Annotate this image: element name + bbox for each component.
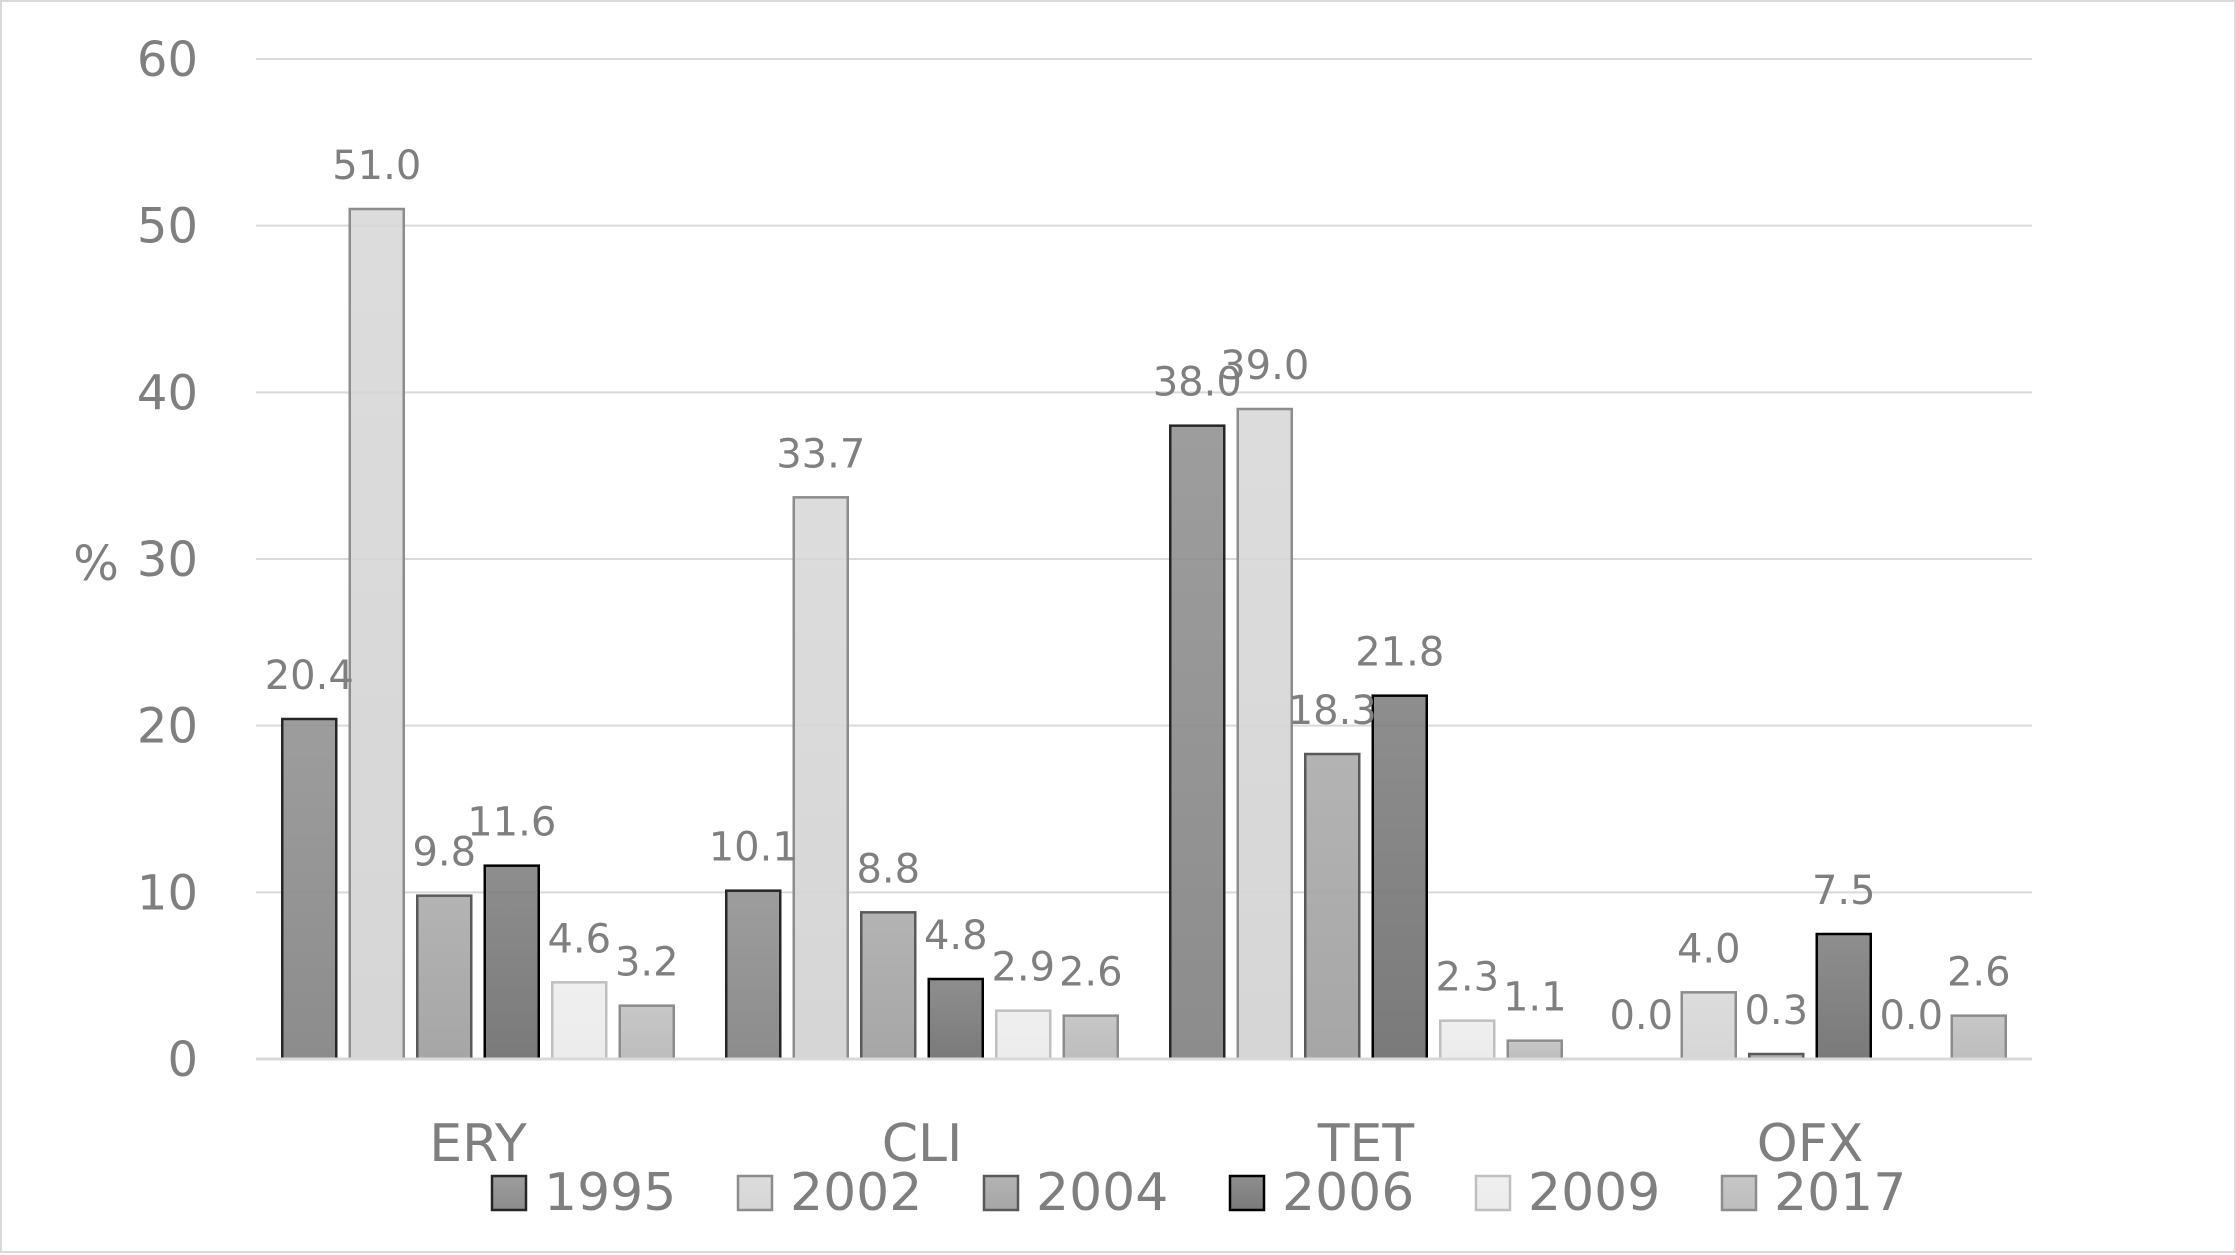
y-axis-label: % [73,536,119,592]
data-label: 0.0 [1609,993,1673,1039]
legend-label: 1995 [544,1163,676,1223]
bar-tet-1995 [1169,424,1226,1061]
data-label: 21.8 [1355,630,1444,676]
data-label: 18.3 [1288,688,1377,734]
legend-swatch [490,1174,528,1212]
legend-label: 2006 [1282,1163,1414,1223]
legend-label: 2002 [790,1163,922,1223]
bar-ery-2002 [348,207,405,1061]
data-label: 11.6 [467,800,556,846]
x-category-label: TET [1317,1114,1415,1174]
bar-ofx-2017 [1950,1014,2007,1061]
y-axis-ticks: 0 10 20 30 40 50 60 [137,32,198,1088]
bar-ofx-2002 [1680,991,1737,1061]
bar-cli-2017 [1062,1014,1119,1061]
y-tick-label: 40 [137,365,198,421]
data-labels: 20.451.09.811.64.63.210.133.78.84.82.9 2.… [265,143,2011,1039]
x-category-label: ERY [429,1114,527,1174]
x-category-label: OFX [1757,1114,1863,1174]
data-label: 1.1 [1503,975,1567,1021]
legend-item-1995: 1995 [490,1163,676,1223]
legend-swatch [736,1174,774,1212]
data-label: 2.9 [991,945,1055,991]
legend-label: 2009 [1528,1163,1660,1223]
bar-tet-2006 [1371,694,1428,1061]
bar-cli-2009 [995,1009,1052,1061]
legend-label: 2017 [1774,1163,1906,1223]
bar-ery-1995 [281,717,338,1061]
legend-swatch [1474,1174,1512,1212]
legend-item-2002: 2002 [736,1163,922,1223]
legend-item-2017: 2017 [1720,1163,1906,1223]
data-label: 4.0 [1677,926,1741,972]
legend-item-2004: 2004 [982,1163,1168,1223]
y-tick-label: 0 [167,1032,198,1088]
y-tick-label: 50 [137,199,198,255]
data-label: 33.7 [776,431,865,477]
legend-swatch [982,1174,1020,1212]
bar-cli-2006 [927,977,984,1061]
data-label: 20.4 [265,653,354,699]
data-label: 0.0 [1879,993,1943,1039]
bar-ofx-2006 [1815,932,1872,1061]
y-tick-label: 10 [137,865,198,921]
data-label: 39.0 [1220,343,1309,389]
y-tick-label: 60 [137,32,198,88]
data-label: 9.8 [412,830,476,876]
legend: 1995 2002 2004 2006 2009 2017 [490,1163,1906,1223]
data-label: 7.5 [1812,868,1876,914]
data-label: 4.8 [924,913,988,959]
gridlines [256,58,2032,894]
y-tick-label: 30 [137,532,198,588]
bar-cli-2004 [860,911,917,1061]
data-label: 10.1 [709,825,798,871]
bar-tet-2017 [1506,1039,1563,1061]
bar-ery-2017 [618,1004,675,1061]
data-label: 2.6 [1947,950,2011,996]
data-label: 8.8 [856,846,920,892]
bar-cli-2002 [792,496,849,1061]
data-label: 3.2 [615,940,679,986]
bar-cli-1995 [725,889,782,1061]
bar-ery-2004 [416,894,473,1061]
bar-ery-2009 [551,981,608,1061]
y-tick-label: 20 [137,699,198,755]
data-label: 38.0 [1153,360,1242,406]
data-label: 51.0 [332,143,421,189]
bar-ery-2006 [483,864,540,1061]
data-label: 2.3 [1435,955,1499,1001]
bar-tet-2002 [1236,407,1293,1061]
data-label: 2.6 [1059,950,1123,996]
x-category-label: CLI [882,1114,963,1174]
x-axis-categories: ERY CLI TET OFX [429,1114,1863,1174]
bars [281,207,2007,1061]
bar-tet-2009 [1439,1019,1496,1061]
legend-item-2009: 2009 [1474,1163,1660,1223]
legend-item-2006: 2006 [1228,1163,1414,1223]
data-label: 0.3 [1744,988,1808,1034]
data-label: 4.6 [547,916,611,962]
bar-tet-2004 [1304,752,1361,1061]
legend-swatch [1720,1174,1758,1212]
legend-label: 2004 [1036,1163,1168,1223]
legend-swatch [1228,1174,1266,1212]
